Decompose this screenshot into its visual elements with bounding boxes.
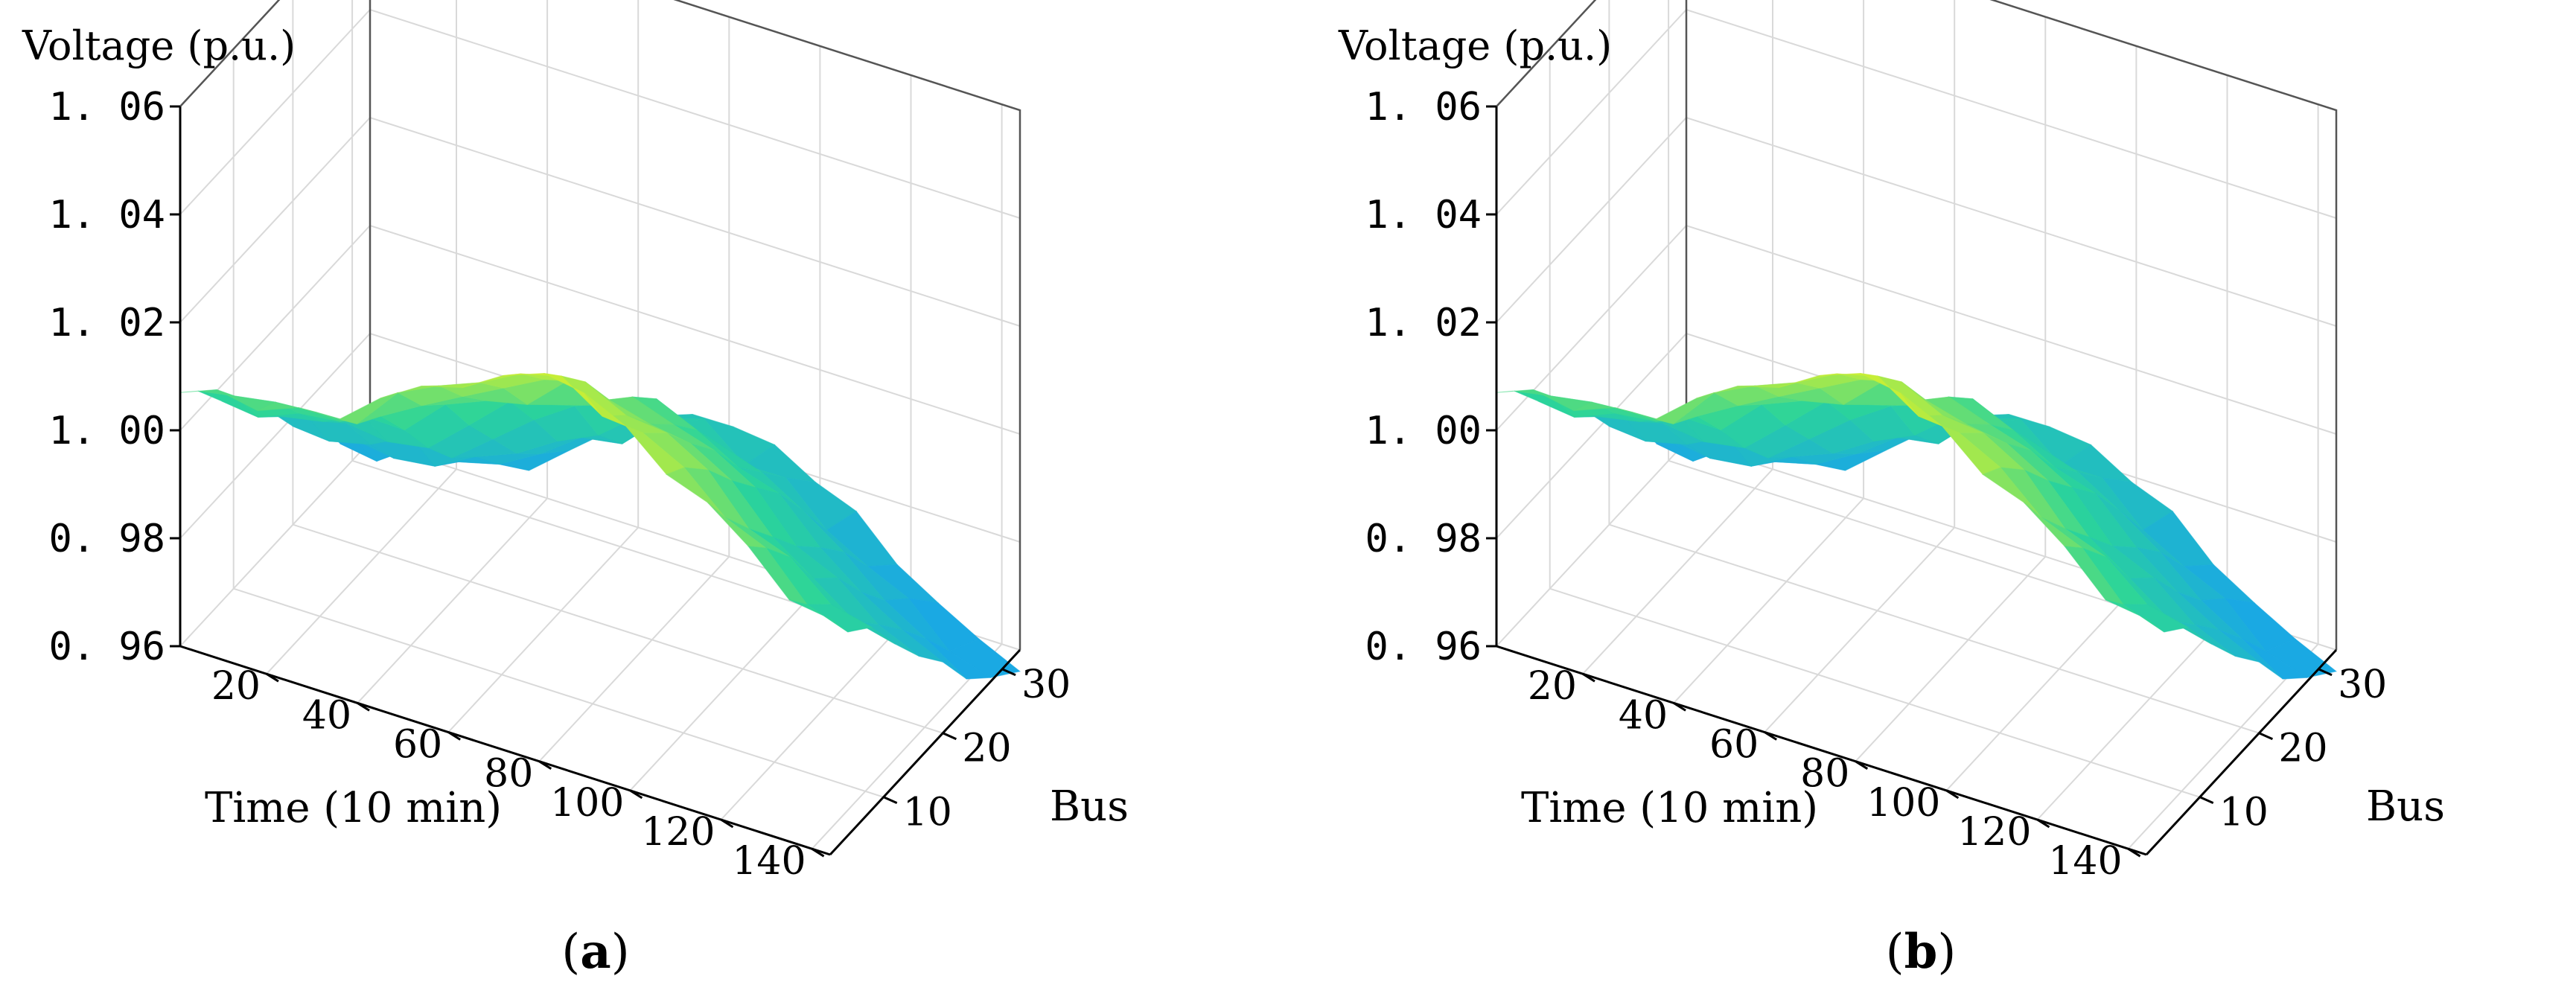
time-axis-title: Time (10 min) xyxy=(1521,784,1818,832)
gridline-time xyxy=(1582,0,1773,674)
z-tick-label: 1. 06 xyxy=(1365,85,1482,130)
bus-axis-line xyxy=(2145,648,2338,856)
panel-label-b-letter: b xyxy=(1904,924,1938,980)
gridline-time xyxy=(2127,104,2319,849)
time-tick xyxy=(538,760,552,770)
bus-axis-line xyxy=(829,648,1021,856)
bus-tick xyxy=(883,796,898,805)
gridline-bus xyxy=(292,0,943,734)
time-tick-label: 120 xyxy=(641,810,715,855)
time-tick xyxy=(811,847,825,858)
time-tick-label: 140 xyxy=(732,839,806,884)
gridline-time xyxy=(266,0,457,674)
bus-tick xyxy=(2258,732,2274,741)
bus-tick xyxy=(2318,668,2333,677)
gridline-time xyxy=(357,0,549,704)
gridline-time xyxy=(1855,16,2047,762)
gridline-bus xyxy=(1549,48,2201,798)
bus-tick-label: 10 xyxy=(903,791,952,835)
time-tick xyxy=(266,672,279,683)
z-tick-label: 1. 04 xyxy=(1365,193,1482,237)
bus-tick-label: 20 xyxy=(2278,727,2327,771)
gridline-bus xyxy=(351,0,1003,670)
axes-box-top xyxy=(179,0,1021,650)
time-tick-label: 140 xyxy=(2048,839,2122,884)
panel-label-b: (b) xyxy=(1886,924,1957,980)
time-tick-label: 60 xyxy=(1709,723,1759,768)
bus-tick-label: 30 xyxy=(2338,663,2387,707)
bus-tick-label: 30 xyxy=(1021,663,1071,707)
bus-axis-title: Bus xyxy=(1050,782,1129,831)
gridline-time xyxy=(447,0,640,733)
time-tick-label: 40 xyxy=(302,693,351,738)
gridline-z xyxy=(179,0,1021,111)
time-tick xyxy=(357,702,370,712)
gridline-bus xyxy=(1668,0,2319,670)
time-tick xyxy=(1855,760,1869,770)
time-axis-title: Time (10 min) xyxy=(205,784,502,832)
bus-axis-title: Bus xyxy=(2366,782,2445,831)
time-tick-label: 80 xyxy=(1800,752,1849,797)
panel-label-a: (a) xyxy=(561,924,629,980)
z-tick-label: 0. 96 xyxy=(1365,625,1482,669)
gridline-time xyxy=(1764,0,1956,733)
z-tick-label: 0. 98 xyxy=(48,517,165,561)
surface-patch xyxy=(788,599,849,633)
chart-panel-b: 0. 96 0. 98 1. 00 1. 02 1. 04 1. 06 20 40 60 80 10… xyxy=(1338,0,2445,884)
gridline-bus xyxy=(232,48,884,798)
z-tick-label: 1. 02 xyxy=(48,301,165,345)
gridline-z xyxy=(1496,0,2337,111)
time-tick xyxy=(1673,702,1686,712)
bus-tick xyxy=(2199,796,2214,805)
z-tick-label: 1. 02 xyxy=(1365,301,1482,345)
z-tick-label: 0. 96 xyxy=(48,625,165,669)
axes: 0. 96 0. 98 1. 00 1. 02 1. 04 1. 06 20 40 60 80 10… xyxy=(1365,85,2387,884)
gridline-time xyxy=(811,104,1003,849)
time-tick-label: 80 xyxy=(484,752,533,797)
time-tick xyxy=(720,818,734,829)
chart-panel-a: 0. 96 0. 98 1. 00 1. 02 1. 04 1. 06 20 40 60 80 10… xyxy=(22,0,1129,884)
panel-label-a-letter: a xyxy=(580,924,610,980)
time-tick xyxy=(447,731,461,741)
time-tick-label: 100 xyxy=(1866,781,1940,826)
time-tick xyxy=(2036,818,2050,829)
time-tick-label: 100 xyxy=(550,781,624,826)
z-tick-label: 1. 06 xyxy=(48,85,165,130)
time-tick-label: 20 xyxy=(1528,664,1577,709)
bus-tick xyxy=(1001,668,1016,677)
z-axis-title: Voltage (p.u.) xyxy=(1338,22,1612,69)
gridline-time xyxy=(1673,0,1865,704)
z-tick-label: 1. 00 xyxy=(48,409,165,453)
bus-tick xyxy=(942,732,957,741)
time-tick-label: 40 xyxy=(1619,693,1668,738)
axes: 0. 96 0. 98 1. 00 1. 02 1. 04 1. 06 20 40 60 80 10… xyxy=(48,85,1071,884)
axes-box-top xyxy=(1496,0,2338,650)
time-tick xyxy=(1945,789,1960,800)
surface-patch xyxy=(2105,599,2165,633)
z-tick-label: 1. 00 xyxy=(1365,409,1482,453)
axes-box xyxy=(179,0,1021,650)
time-tick xyxy=(1582,672,1595,683)
gridline-bus xyxy=(1608,0,2260,734)
bus-tick-label: 20 xyxy=(962,727,1011,771)
time-tick xyxy=(1764,731,1777,741)
time-tick-label: 20 xyxy=(211,664,261,709)
time-tick-label: 120 xyxy=(1957,810,2031,855)
surface xyxy=(179,372,1021,680)
z-axis-title: Voltage (p.u.) xyxy=(22,22,296,69)
z-tick-label: 1. 04 xyxy=(48,193,165,237)
time-tick xyxy=(629,789,643,800)
time-tick xyxy=(2127,847,2141,858)
axes-box xyxy=(1496,0,2338,650)
z-tick-label: 0. 98 xyxy=(1365,517,1482,561)
surface xyxy=(1496,372,2338,680)
time-tick-label: 60 xyxy=(393,723,442,768)
gridline-time xyxy=(538,16,730,762)
bus-tick-label: 10 xyxy=(2219,791,2269,835)
